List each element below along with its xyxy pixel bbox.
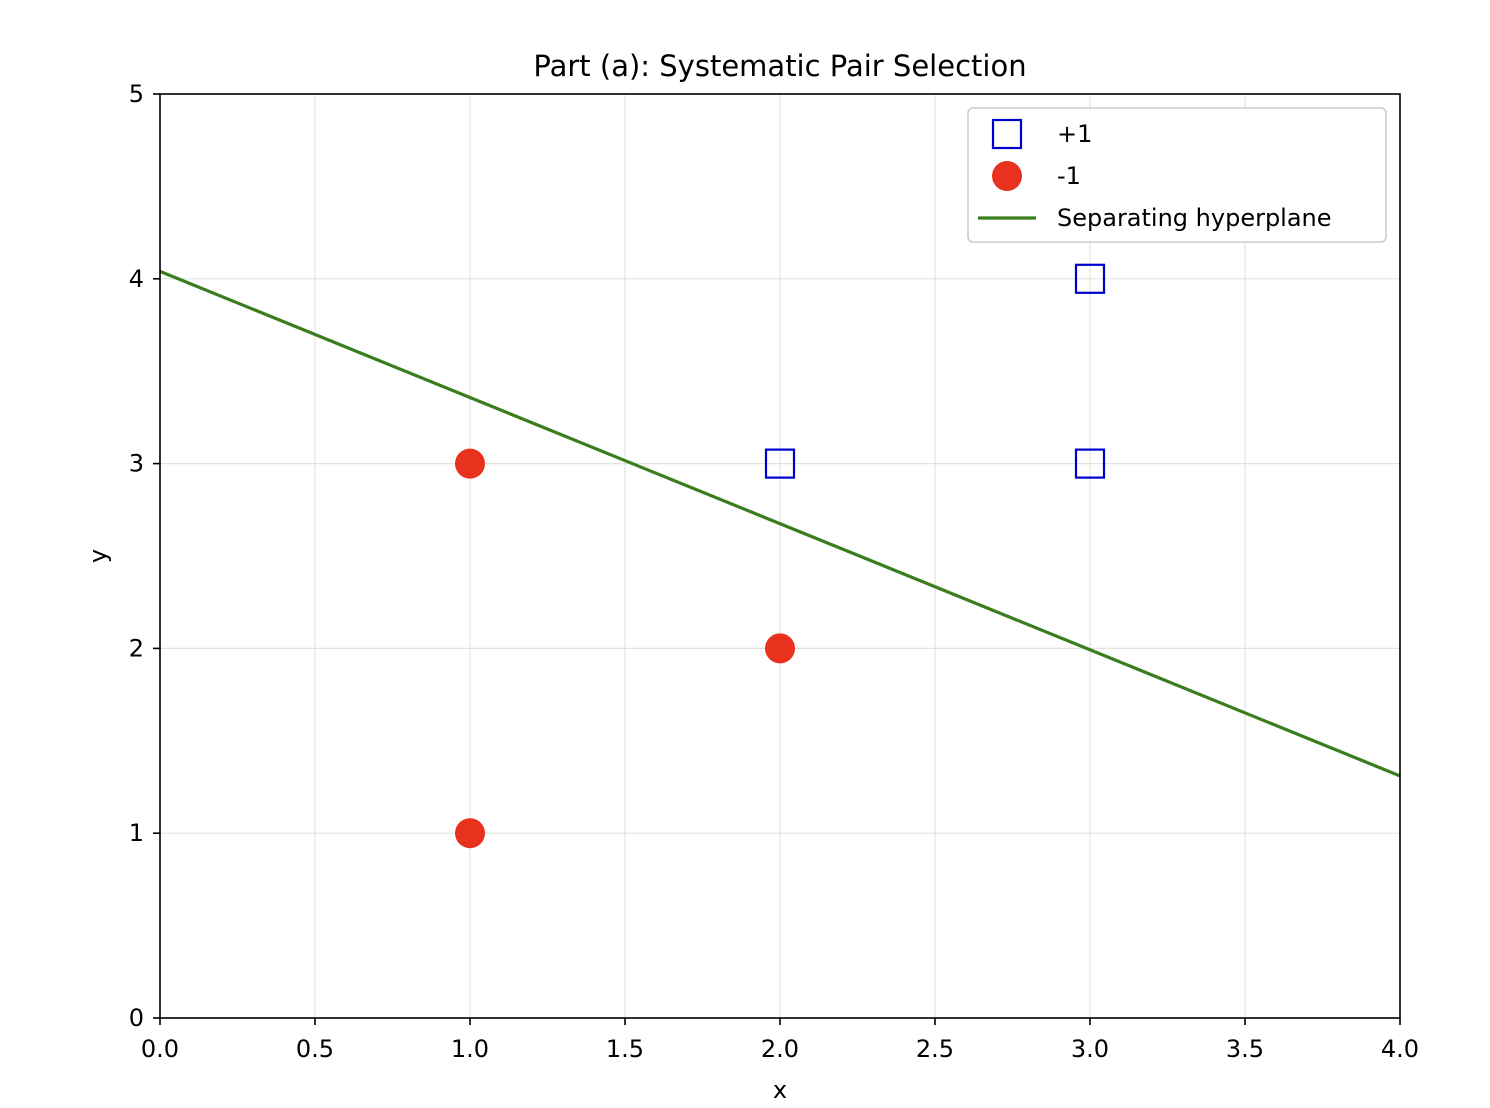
x-tick-label: 0.0 — [141, 1035, 179, 1063]
x-tick-label: 2.0 — [761, 1035, 799, 1063]
x-tick-label: 3.5 — [1226, 1035, 1264, 1063]
x-tick-label: 3.0 — [1071, 1035, 1109, 1063]
x-tick-label: 0.5 — [296, 1035, 334, 1063]
legend-square-icon — [991, 118, 1023, 150]
y-tick-label: 0 — [129, 1004, 144, 1032]
legend: +1 -1 Separating hyperplane — [967, 107, 1387, 243]
y-axis-title: y — [84, 549, 112, 563]
legend-label: Separating hyperplane — [1057, 204, 1332, 232]
x-tick-label: 4.0 — [1381, 1035, 1419, 1063]
x-tick-label: 1.5 — [606, 1035, 644, 1063]
legend-label: +1 — [1057, 120, 1092, 148]
y-tick-label: 1 — [129, 819, 144, 847]
plot-series — [160, 263, 1400, 849]
hyperplane-line — [160, 269, 1400, 778]
x-axis-title: x — [773, 1076, 787, 1104]
negative-class-point — [455, 448, 485, 479]
positive-class-point — [1074, 448, 1106, 479]
positive-class-point — [1074, 263, 1106, 294]
chart-title: Part (a): Systematic Pair Selection — [533, 49, 1026, 83]
legend-label: -1 — [1057, 162, 1081, 190]
y-tick-label: 5 — [129, 80, 144, 108]
axis-ticks: 0.0 0.5 1.0 1.5 2.0 2.5 3.0 3.5 4.0 0 1 2 3 4 5 — [129, 80, 1419, 1063]
x-tick-label: 1.0 — [451, 1035, 489, 1063]
legend-box — [967, 107, 1387, 243]
y-tick-label: 2 — [129, 634, 144, 662]
x-tick-label: 2.5 — [916, 1035, 954, 1063]
y-tick-label: 4 — [129, 265, 144, 293]
y-tick-label: 3 — [129, 450, 144, 478]
positive-class-point — [764, 448, 796, 479]
negative-class-point — [455, 818, 485, 849]
negative-class-point — [765, 633, 795, 664]
legend-circle-icon — [992, 161, 1022, 191]
